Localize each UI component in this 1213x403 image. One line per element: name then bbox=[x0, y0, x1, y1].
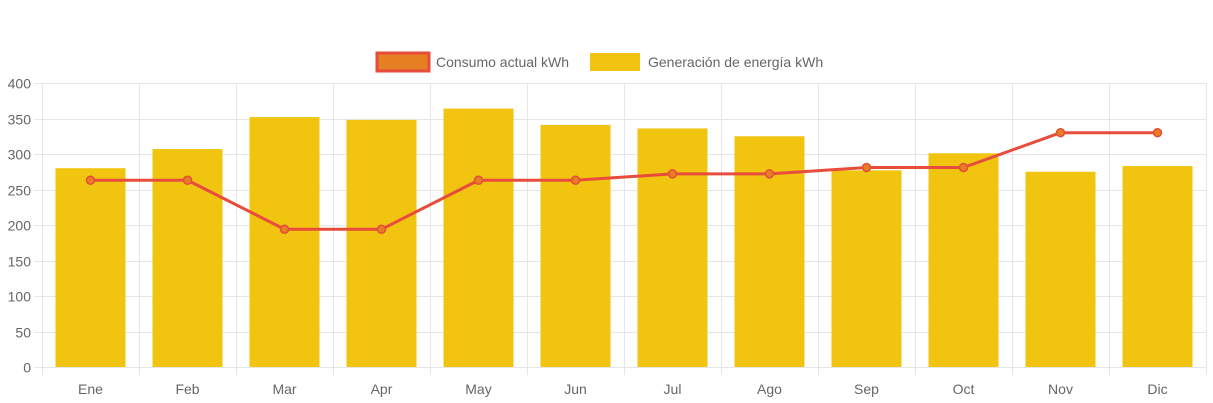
legend: Consumo actual kWh Generación de energía… bbox=[375, 51, 823, 73]
x-tick-label: Jun bbox=[564, 381, 587, 397]
bar-generacion[interactable] bbox=[443, 108, 514, 367]
bar-generacion[interactable] bbox=[928, 153, 999, 367]
bar-generacion[interactable] bbox=[55, 168, 126, 367]
bar-generacion[interactable] bbox=[831, 170, 902, 367]
y-tick-label: 50 bbox=[15, 325, 31, 341]
point-consumo[interactable] bbox=[764, 169, 775, 179]
point-consumo[interactable] bbox=[667, 169, 678, 179]
point-consumo[interactable] bbox=[376, 224, 387, 235]
legend-label-generacion: Generación de energía kWh bbox=[648, 54, 823, 70]
legend-item-generacion[interactable]: Generación de energía kWh bbox=[590, 53, 823, 71]
bar-generacion[interactable] bbox=[249, 117, 320, 367]
x-tick-label: Jul bbox=[664, 381, 682, 397]
legend-swatch-consumo bbox=[375, 51, 431, 73]
bar-series bbox=[55, 108, 1193, 367]
point-consumo[interactable] bbox=[570, 175, 581, 186]
bar-generacion[interactable] bbox=[346, 119, 417, 367]
y-tick-label: 250 bbox=[8, 183, 32, 199]
line-series bbox=[85, 127, 1163, 235]
point-consumo[interactable] bbox=[958, 162, 969, 173]
x-tick-label: May bbox=[465, 381, 491, 397]
x-tick-label: Dic bbox=[1147, 381, 1167, 397]
x-tick-label: Ene bbox=[78, 381, 103, 397]
bar-generacion[interactable] bbox=[1122, 166, 1193, 367]
y-tick-label: 100 bbox=[8, 289, 32, 305]
point-consumo[interactable] bbox=[861, 162, 872, 173]
point-consumo[interactable] bbox=[279, 224, 290, 235]
x-tick-label: Apr bbox=[371, 381, 393, 397]
x-tick-label: Sep bbox=[854, 381, 879, 397]
y-tick-label: 0 bbox=[23, 360, 31, 376]
point-consumo[interactable] bbox=[473, 175, 484, 186]
y-tick-label: 200 bbox=[8, 218, 32, 234]
bar-generacion[interactable] bbox=[637, 128, 708, 367]
legend-item-consumo[interactable]: Consumo actual kWh bbox=[375, 51, 569, 73]
y-tick-label: 300 bbox=[8, 147, 32, 163]
point-consumo[interactable] bbox=[182, 175, 193, 186]
legend-swatch-generacion bbox=[590, 53, 640, 71]
y-tick-label: 400 bbox=[8, 76, 32, 92]
bar-generacion[interactable] bbox=[1025, 171, 1096, 367]
line-consumo bbox=[90, 131, 1158, 231]
bar-generacion[interactable] bbox=[152, 149, 223, 367]
point-consumo[interactable] bbox=[1055, 127, 1066, 138]
bar-generacion[interactable] bbox=[540, 124, 611, 367]
y-tick-label: 150 bbox=[8, 254, 32, 270]
axes: 0 50 100 150 200 250 300 350 400 Ene Feb Mar Apr May J… bbox=[8, 76, 1168, 398]
x-tick-label: Feb bbox=[175, 381, 199, 397]
x-tick-label: Ago bbox=[757, 381, 782, 397]
point-consumo[interactable] bbox=[85, 175, 96, 186]
point-consumo[interactable] bbox=[1152, 127, 1163, 138]
x-tick-label: Oct bbox=[953, 381, 975, 397]
x-tick-label: Nov bbox=[1048, 381, 1073, 397]
x-tick-label: Mar bbox=[272, 381, 296, 397]
legend-label-consumo: Consumo actual kWh bbox=[436, 54, 569, 70]
y-tick-label: 350 bbox=[8, 112, 32, 128]
